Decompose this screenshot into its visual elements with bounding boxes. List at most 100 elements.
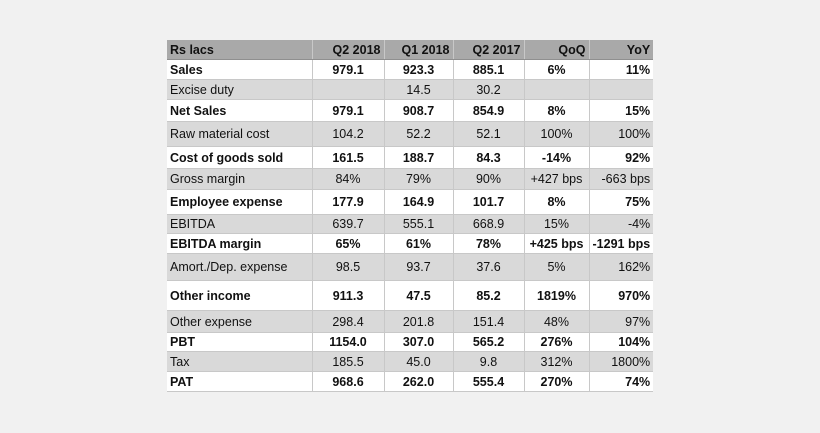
table-row: Other income 911.3 47.5 85.2 1819% 970% bbox=[167, 280, 654, 311]
cell-yoy: -1291 bps bbox=[589, 233, 654, 254]
cell-q1-2018: 47.5 bbox=[384, 280, 454, 311]
table-row: Excise duty 14.5 30.2 bbox=[167, 79, 654, 100]
cell-q1-2018: 555.1 bbox=[384, 214, 454, 234]
table-row: EBITDA margin 65% 61% 78% +425 bps -1291… bbox=[167, 233, 654, 254]
cell-qoq: +427 bps bbox=[524, 168, 590, 190]
cell-q2-2017: 885.1 bbox=[453, 59, 525, 80]
cell-q1-2018: 79% bbox=[384, 168, 454, 190]
cell-qoq: 8% bbox=[524, 99, 590, 122]
cell-q2-2018: 98.5 bbox=[312, 253, 385, 281]
header-label: Rs lacs bbox=[167, 40, 313, 60]
cell-yoy: 92% bbox=[589, 146, 654, 169]
header-q2-2017: Q2 2017 bbox=[453, 40, 525, 60]
cell-q1-2018: 61% bbox=[384, 233, 454, 254]
cell-yoy: 74% bbox=[589, 371, 654, 392]
cell-q2-2018: 968.6 bbox=[312, 371, 385, 392]
cell-qoq: 312% bbox=[524, 351, 590, 372]
cell-qoq: 100% bbox=[524, 121, 590, 147]
cell-q2-2017: 555.4 bbox=[453, 371, 525, 392]
cell-yoy: -4% bbox=[589, 214, 654, 234]
cell-q2-2017: 85.2 bbox=[453, 280, 525, 311]
cell-q2-2018: 177.9 bbox=[312, 189, 385, 215]
cell-q2-2018: 161.5 bbox=[312, 146, 385, 169]
table-row: Other expense 298.4 201.8 151.4 48% 97% bbox=[167, 310, 654, 333]
cell-q2-2018: 979.1 bbox=[312, 99, 385, 122]
row-label: EBITDA bbox=[167, 214, 313, 234]
row-label: Sales bbox=[167, 59, 313, 80]
table-row: Cost of goods sold 161.5 188.7 84.3 -14%… bbox=[167, 146, 654, 169]
cell-q2-2018 bbox=[312, 79, 385, 100]
table-row: PAT 968.6 262.0 555.4 270% 74% bbox=[167, 371, 654, 392]
table-row: Net Sales 979.1 908.7 854.9 8% 15% bbox=[167, 99, 654, 122]
cell-q2-2017: 37.6 bbox=[453, 253, 525, 281]
cell-qoq: 270% bbox=[524, 371, 590, 392]
cell-q2-2017: 84.3 bbox=[453, 146, 525, 169]
table-row: PBT 1154.0 307.0 565.2 276% 104% bbox=[167, 332, 654, 352]
cell-q2-2018: 911.3 bbox=[312, 280, 385, 311]
header-yoy: YoY bbox=[589, 40, 654, 60]
cell-qoq: -14% bbox=[524, 146, 590, 169]
row-label: Other income bbox=[167, 280, 313, 311]
header-q1-2018: Q1 2018 bbox=[384, 40, 454, 60]
table-row: Sales 979.1 923.3 885.1 6% 11% bbox=[167, 59, 654, 80]
cell-q1-2018: 188.7 bbox=[384, 146, 454, 169]
cell-yoy: -663 bps bbox=[589, 168, 654, 190]
cell-yoy bbox=[589, 79, 654, 100]
row-label: Amort./Dep. expense bbox=[167, 253, 313, 281]
cell-q2-2017: 565.2 bbox=[453, 332, 525, 352]
row-label: Gross margin bbox=[167, 168, 313, 190]
cell-q2-2017: 90% bbox=[453, 168, 525, 190]
cell-q2-2017: 101.7 bbox=[453, 189, 525, 215]
row-label: Excise duty bbox=[167, 79, 313, 100]
cell-q2-2017: 668.9 bbox=[453, 214, 525, 234]
cell-qoq: 5% bbox=[524, 253, 590, 281]
cell-qoq: 6% bbox=[524, 59, 590, 80]
table-row: Tax 185.5 45.0 9.8 312% 1800% bbox=[167, 351, 654, 372]
row-label: Employee expense bbox=[167, 189, 313, 215]
cell-q1-2018: 923.3 bbox=[384, 59, 454, 80]
cell-q2-2017: 52.1 bbox=[453, 121, 525, 147]
cell-yoy: 1800% bbox=[589, 351, 654, 372]
cell-yoy: 104% bbox=[589, 332, 654, 352]
header-q2-2018: Q2 2018 bbox=[312, 40, 385, 60]
table-row: Employee expense 177.9 164.9 101.7 8% 75… bbox=[167, 189, 654, 215]
cell-q2-2018: 84% bbox=[312, 168, 385, 190]
cell-qoq: 276% bbox=[524, 332, 590, 352]
cell-q1-2018: 52.2 bbox=[384, 121, 454, 147]
cell-qoq bbox=[524, 79, 590, 100]
row-label: PAT bbox=[167, 371, 313, 392]
cell-q2-2017: 30.2 bbox=[453, 79, 525, 100]
cell-q2-2017: 78% bbox=[453, 233, 525, 254]
cell-q1-2018: 201.8 bbox=[384, 310, 454, 333]
row-label: EBITDA margin bbox=[167, 233, 313, 254]
cell-q1-2018: 262.0 bbox=[384, 371, 454, 392]
cell-q1-2018: 307.0 bbox=[384, 332, 454, 352]
table-row: EBITDA 639.7 555.1 668.9 15% -4% bbox=[167, 214, 654, 234]
cell-yoy: 97% bbox=[589, 310, 654, 333]
table-row: Amort./Dep. expense 98.5 93.7 37.6 5% 16… bbox=[167, 253, 654, 281]
cell-yoy: 970% bbox=[589, 280, 654, 311]
table-row: Raw material cost 104.2 52.2 52.1 100% 1… bbox=[167, 121, 654, 147]
cell-yoy: 162% bbox=[589, 253, 654, 281]
cell-q2-2018: 1154.0 bbox=[312, 332, 385, 352]
cell-yoy: 11% bbox=[589, 59, 654, 80]
header-qoq: QoQ bbox=[524, 40, 590, 60]
cell-q2-2018: 104.2 bbox=[312, 121, 385, 147]
row-label: Cost of goods sold bbox=[167, 146, 313, 169]
cell-qoq: 15% bbox=[524, 214, 590, 234]
cell-yoy: 15% bbox=[589, 99, 654, 122]
cell-yoy: 75% bbox=[589, 189, 654, 215]
row-label: Raw material cost bbox=[167, 121, 313, 147]
row-label: Other expense bbox=[167, 310, 313, 333]
cell-q2-2018: 639.7 bbox=[312, 214, 385, 234]
cell-q1-2018: 93.7 bbox=[384, 253, 454, 281]
cell-yoy: 100% bbox=[589, 121, 654, 147]
cell-q2-2018: 185.5 bbox=[312, 351, 385, 372]
cell-q2-2018: 979.1 bbox=[312, 59, 385, 80]
table-row: Gross margin 84% 79% 90% +427 bps -663 b… bbox=[167, 168, 654, 190]
row-label: Net Sales bbox=[167, 99, 313, 122]
cell-qoq: +425 bps bbox=[524, 233, 590, 254]
cell-q1-2018: 908.7 bbox=[384, 99, 454, 122]
cell-q2-2017: 9.8 bbox=[453, 351, 525, 372]
cell-qoq: 8% bbox=[524, 189, 590, 215]
